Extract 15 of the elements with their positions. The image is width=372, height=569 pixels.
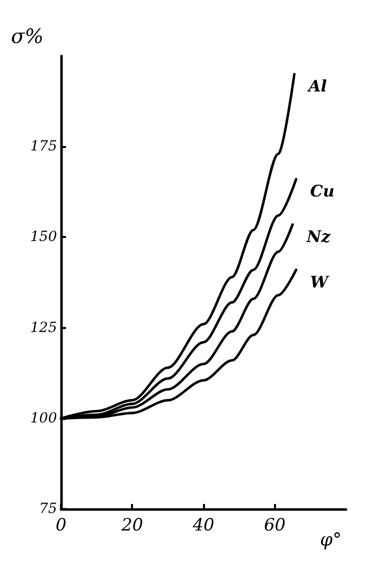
y-tick-label: 75 (39, 501, 58, 517)
y-axis-title: σ% (11, 24, 44, 48)
y-tick-label: 125 (30, 320, 58, 336)
series-label: Nz (306, 227, 332, 246)
x-tick-label: 40 (192, 516, 214, 536)
y-tick-label: 100 (30, 410, 58, 426)
x-tick-label: 20 (120, 516, 144, 536)
series-label: Cu (310, 182, 334, 201)
y-tick-label: 175 (30, 138, 58, 155)
x-tick-label: 60 (264, 516, 286, 536)
x-axis-title: φ° (320, 530, 342, 550)
y-tick-label: 150 (30, 229, 58, 246)
series-label: W (310, 272, 330, 292)
series-label: Al (306, 76, 327, 96)
x-tick-label: 0 (56, 516, 67, 536)
